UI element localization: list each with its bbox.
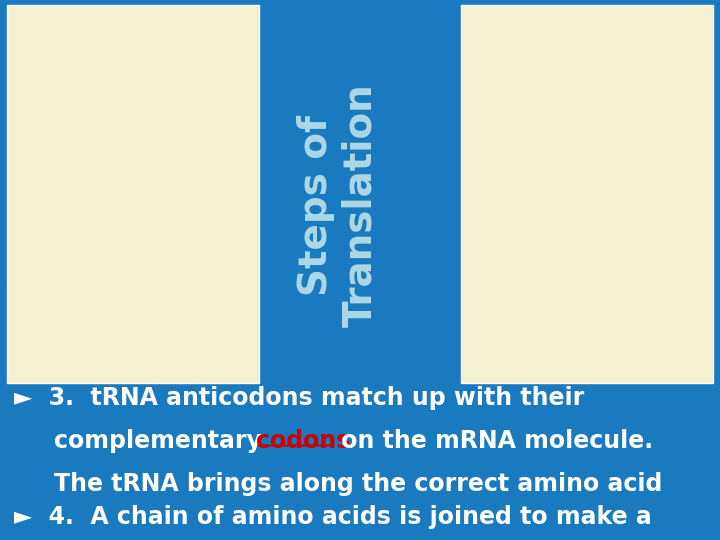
Text: ►  3.  tRNA anticodons match up with their: ► 3. tRNA anticodons match up with their (14, 386, 585, 410)
Text: complementary: complementary (54, 429, 270, 453)
Text: The tRNA brings along the correct amino acid: The tRNA brings along the correct amino … (54, 472, 662, 496)
Text: on the mRNA molecule.: on the mRNA molecule. (333, 429, 653, 453)
Text: ►  4.  A chain of amino acids is joined to make a: ► 4. A chain of amino acids is joined to… (14, 505, 652, 529)
Bar (461, 5, 713, 383)
Text: Steps of
Translation: Steps of Translation (297, 83, 379, 327)
Bar (7, 5, 259, 383)
Text: codons: codons (256, 429, 350, 453)
